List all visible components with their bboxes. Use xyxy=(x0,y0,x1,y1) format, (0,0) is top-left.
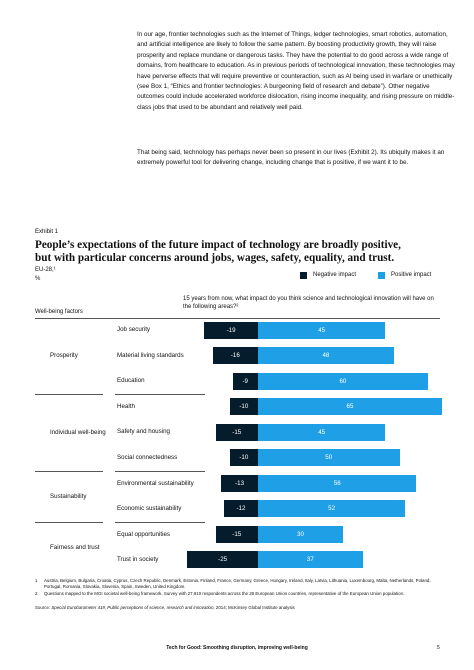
value-label: 56 xyxy=(333,479,341,487)
legend-swatch xyxy=(300,272,307,279)
value-label: -9 xyxy=(242,377,248,385)
value-label: 60 xyxy=(339,377,347,385)
bar: 45 xyxy=(258,423,386,441)
value-label: -13 xyxy=(235,479,245,487)
bar: 37 xyxy=(258,551,363,569)
bar: 52 xyxy=(258,500,406,518)
value-label: -25 xyxy=(218,556,228,564)
bar: 50 xyxy=(258,449,400,467)
page-number: 5 xyxy=(437,645,440,651)
category-label: Trust in society xyxy=(117,556,159,564)
bar: 60 xyxy=(258,372,428,390)
category-label: Job security xyxy=(117,326,151,334)
category-label: Equal opportunities xyxy=(117,530,170,538)
category-label: Economic sustainability xyxy=(117,505,182,513)
group-separator xyxy=(115,394,205,396)
bar: 48 xyxy=(258,347,394,365)
footnote: 1 Austria, Belgium, Bulgaria, Croatia, Cy… xyxy=(35,578,445,589)
bar: 45 xyxy=(258,321,386,339)
value-label: -15 xyxy=(232,428,242,436)
bar: -10 xyxy=(229,398,258,416)
value-label: -12 xyxy=(236,505,246,513)
group-separator xyxy=(115,470,205,472)
source: Source: Special Eurobarometer 419, Publi… xyxy=(35,605,445,611)
chart-subtitle: EU-28,¹ xyxy=(35,267,56,273)
legend-label: Positive impact xyxy=(391,272,432,278)
category-label: Health xyxy=(117,402,135,410)
value-label: -15 xyxy=(232,530,242,538)
bar: 30 xyxy=(258,525,343,543)
footnote-text: Questions mapped to the MGI societal wel… xyxy=(44,591,405,596)
legend-swatch xyxy=(378,272,385,279)
source-prefix: Source: xyxy=(35,605,51,610)
legend-label: Negative impact xyxy=(313,272,357,278)
bar: 56 xyxy=(258,474,417,492)
value-label: -10 xyxy=(239,454,249,462)
group-separator xyxy=(35,470,103,472)
footnote-mark: 1 xyxy=(35,578,38,583)
group-separator xyxy=(35,394,103,396)
question: 15 years from now, what impact do you th… xyxy=(183,296,434,310)
value-label: 37 xyxy=(306,556,314,564)
unit-label: % xyxy=(35,276,41,282)
body-paragraph: That being said, technology has perhaps … xyxy=(137,149,445,167)
bar: -19 xyxy=(204,321,258,339)
value-label: 30 xyxy=(297,530,304,538)
bar: -15 xyxy=(215,525,258,543)
value-label: 52 xyxy=(328,505,336,513)
footer-title: Tech for Good: Smoothing disruption, imp… xyxy=(166,645,308,651)
value-label: -19 xyxy=(226,326,236,334)
group-header: Well-being factors xyxy=(35,309,83,315)
bar: -13 xyxy=(221,474,258,492)
footnote-text: Austria, Belgium, Bulgaria, Croatia, Cyp… xyxy=(44,578,431,589)
bar: -25 xyxy=(187,551,258,569)
group-separator xyxy=(35,521,103,523)
value-label: -10 xyxy=(239,403,249,411)
value-label: 45 xyxy=(318,428,326,436)
exhibit-label: Exhibit 1 xyxy=(35,229,59,235)
value-label: 50 xyxy=(325,454,333,462)
category-label: Social connectedness xyxy=(117,454,178,462)
body-paragraph: In our age, frontier technologies such a… xyxy=(137,31,455,111)
source-rest: 2014; McKinsey Global Institute analysis xyxy=(215,605,295,610)
source-title: Special Eurobarometer 419, Public percep… xyxy=(51,605,215,610)
header-rule xyxy=(35,318,440,319)
value-label: 48 xyxy=(322,352,330,360)
category-label: Safety and housing xyxy=(117,428,170,436)
group-label: Sustainability xyxy=(50,492,87,500)
bar: -16 xyxy=(212,347,258,365)
value-label: 45 xyxy=(318,326,326,334)
group-separator xyxy=(115,521,205,523)
bar: -12 xyxy=(224,500,258,518)
bar: -9 xyxy=(232,372,258,390)
bar: -15 xyxy=(215,423,258,441)
category-label: Education xyxy=(117,377,145,385)
value-label: -16 xyxy=(230,352,240,360)
footnote-mark: 2 xyxy=(35,591,38,596)
bar: -10 xyxy=(229,449,258,467)
category-label: Environmental sustainability xyxy=(117,479,194,487)
category-label: Material living standards xyxy=(117,351,184,359)
value-label: 65 xyxy=(346,403,354,411)
group-label: Individual well-being xyxy=(50,428,106,436)
group-label: Fairness and trust xyxy=(50,543,100,551)
bar: 65 xyxy=(258,398,442,416)
footnote: 2 Questions mapped to the MGI societal we… xyxy=(35,591,445,597)
group-label: Prosperity xyxy=(50,352,78,360)
chart-title: People’s expectations of the future impa… xyxy=(35,239,401,264)
